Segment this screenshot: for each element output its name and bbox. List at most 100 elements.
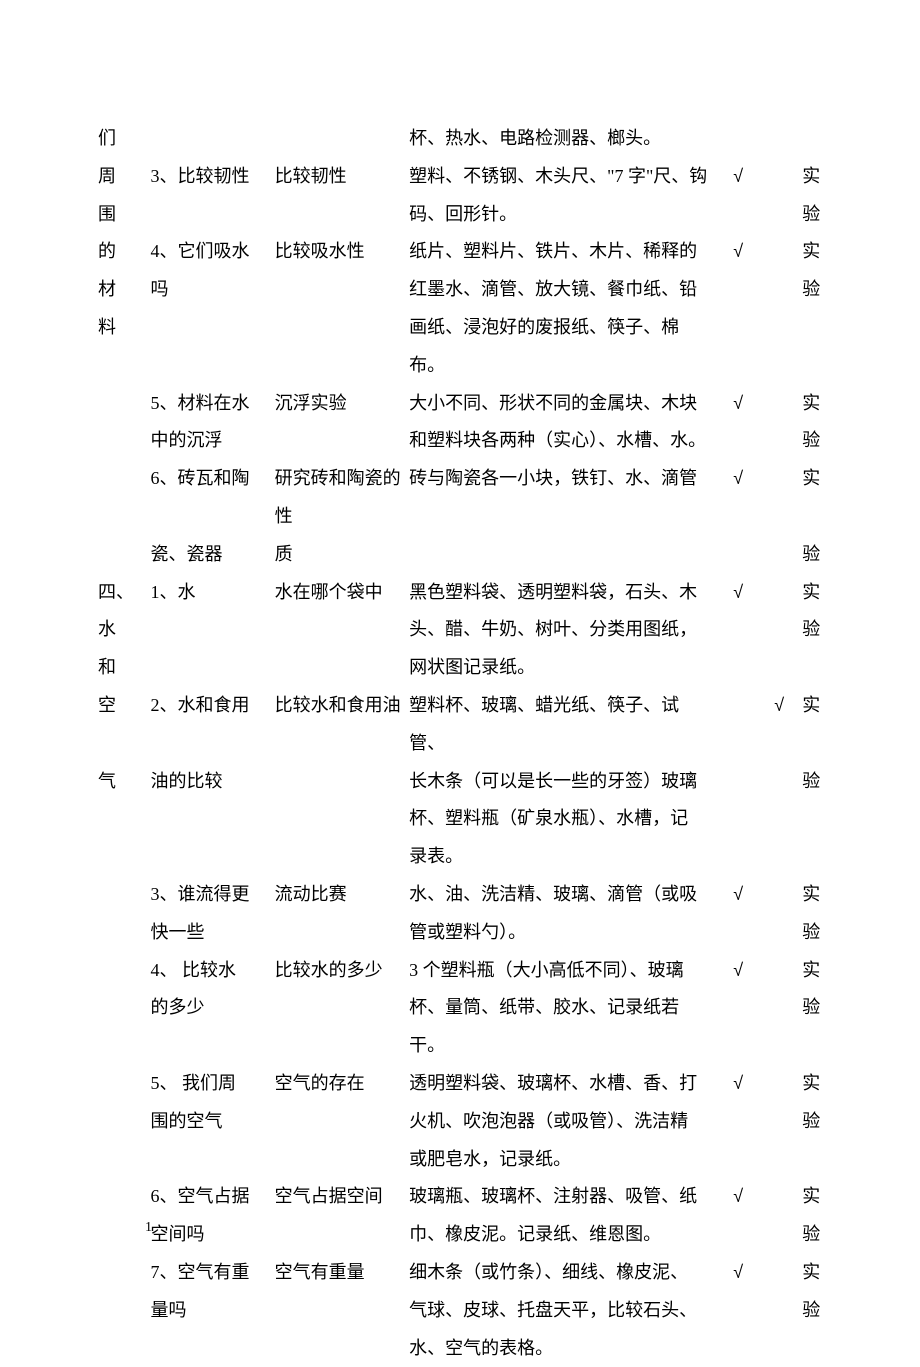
check1-cell <box>717 989 759 1065</box>
check2-cell <box>759 1141 799 1179</box>
lesson-cell <box>148 309 272 385</box>
table-row: 3、谁流得更流动比赛水、油、洗洁精、玻璃、滴管（或吸√实 <box>95 876 835 914</box>
check2-cell <box>759 158 799 196</box>
materials-cell: 塑料、不锈钢、木头尺、"7 字"尺、钩 <box>406 158 717 196</box>
check2-cell <box>759 271 799 309</box>
lesson-cell <box>148 800 272 838</box>
unit-cell: 们 <box>95 120 148 158</box>
type-cell: 验 <box>799 1216 835 1254</box>
materials-cell: 画纸、浸泡好的废报纸、筷子、棉布。 <box>406 309 717 385</box>
unit-cell <box>95 989 148 1065</box>
table-row: 录表。 <box>95 838 835 876</box>
type-cell: 实 <box>799 385 835 423</box>
experiment-cell <box>272 422 407 460</box>
materials-cell: 和塑料块各两种（实心）、水槽、水。 <box>406 422 717 460</box>
check1-cell <box>717 1292 759 1330</box>
check2-cell <box>759 800 799 838</box>
type-cell <box>799 1141 835 1179</box>
unit-cell <box>95 1065 148 1103</box>
check2-cell <box>759 989 799 1065</box>
unit-cell <box>95 952 148 990</box>
unit-cell: 四、 <box>95 574 148 612</box>
type-cell <box>799 1330 835 1367</box>
check1-cell: √ <box>717 1065 759 1103</box>
check1-cell: √ <box>717 876 759 914</box>
check2-cell <box>759 422 799 460</box>
type-cell: 验 <box>799 611 835 649</box>
check1-cell <box>717 120 759 158</box>
check1-cell <box>717 800 759 838</box>
check2-cell <box>759 914 799 952</box>
materials-cell: 纸片、塑料片、铁片、木片、稀释的 <box>406 233 717 271</box>
lesson-cell: 2、水和食用 <box>148 687 272 763</box>
experiment-cell <box>272 309 407 385</box>
materials-cell: 黑色塑料袋、透明塑料袋，石头、木 <box>406 574 717 612</box>
lesson-cell <box>148 838 272 876</box>
table-row: 和网状图记录纸。 <box>95 649 835 687</box>
type-cell: 验 <box>799 422 835 460</box>
lesson-cell: 1、水 <box>148 574 272 612</box>
check2-cell <box>759 952 799 990</box>
experiment-cell: 水在哪个袋中 <box>272 574 407 612</box>
check2-cell <box>759 574 799 612</box>
type-cell <box>799 309 835 385</box>
lesson-cell: 6、砖瓦和陶 <box>148 460 272 536</box>
experiment-cell: 质 <box>272 536 407 574</box>
lesson-cell: 5、 我们周 <box>148 1065 272 1103</box>
type-cell: 实 <box>799 876 835 914</box>
materials-cell: 录表。 <box>406 838 717 876</box>
type-cell <box>799 800 835 838</box>
experiment-cell <box>272 271 407 309</box>
lesson-cell: 围的空气 <box>148 1103 272 1141</box>
experiment-cell: 比较水和食用油 <box>272 687 407 763</box>
materials-cell <box>406 536 717 574</box>
experiment-cell: 研究砖和陶瓷的性 <box>272 460 407 536</box>
materials-cell: 塑料杯、玻璃、蜡光纸、筷子、试管、 <box>406 687 717 763</box>
check2-cell <box>759 1254 799 1292</box>
experiment-cell: 比较韧性 <box>272 158 407 196</box>
materials-cell: 头、醋、牛奶、树叶、分类用图纸， <box>406 611 717 649</box>
type-cell: 实 <box>799 233 835 271</box>
check1-cell <box>717 309 759 385</box>
experiment-cell <box>272 914 407 952</box>
table-row: 围的空气火机、吹泡泡器（或吸管）、洗洁精验 <box>95 1103 835 1141</box>
type-cell: 验 <box>799 989 835 1065</box>
check1-cell <box>717 271 759 309</box>
lesson-cell <box>148 649 272 687</box>
experiment-cell: 比较吸水性 <box>272 233 407 271</box>
lesson-cell: 油的比较 <box>148 763 272 801</box>
unit-cell <box>95 1178 148 1216</box>
type-cell <box>799 120 835 158</box>
materials-cell: 杯、塑料瓶（矿泉水瓶）、水槽，记 <box>406 800 717 838</box>
lesson-cell <box>148 611 272 649</box>
check2-cell <box>759 120 799 158</box>
check2-cell <box>759 611 799 649</box>
lesson-cell: 的多少 <box>148 989 272 1065</box>
type-cell: 实 <box>799 1178 835 1216</box>
experiment-cell <box>272 1141 407 1179</box>
page-number: 1 <box>145 1213 152 1242</box>
type-cell: 实 <box>799 158 835 196</box>
lesson-cell <box>148 1330 272 1367</box>
table-row: 们 杯、热水、电路检测器、榔头。 <box>95 120 835 158</box>
experiment-cell <box>272 838 407 876</box>
check1-cell <box>717 196 759 234</box>
experiment-cell <box>272 1292 407 1330</box>
materials-cell: 网状图记录纸。 <box>406 649 717 687</box>
lesson-cell: 空间吗 <box>148 1216 272 1254</box>
materials-cell: 大小不同、形状不同的金属块、木块 <box>406 385 717 423</box>
table-row: 6、空气占据空气占据空间玻璃瓶、玻璃杯、注射器、吸管、纸√实 <box>95 1178 835 1216</box>
unit-cell <box>95 536 148 574</box>
type-cell: 实 <box>799 460 835 536</box>
unit-cell <box>95 914 148 952</box>
check1-cell: √ <box>717 1178 759 1216</box>
experiment-cell: 流动比赛 <box>272 876 407 914</box>
materials-cell: 杯、热水、电路检测器、榔头。 <box>406 120 717 158</box>
experiment-cell <box>272 989 407 1065</box>
table-row: 中的沉浮和塑料块各两种（实心）、水槽、水。验 <box>95 422 835 460</box>
check1-cell <box>717 422 759 460</box>
materials-cell: 水、油、洗洁精、玻璃、滴管（或吸 <box>406 876 717 914</box>
experiment-cell <box>272 611 407 649</box>
table-row: 4、 比较水比较水的多少3 个塑料瓶（大小高低不同）、玻璃√实 <box>95 952 835 990</box>
type-cell: 验 <box>799 1103 835 1141</box>
